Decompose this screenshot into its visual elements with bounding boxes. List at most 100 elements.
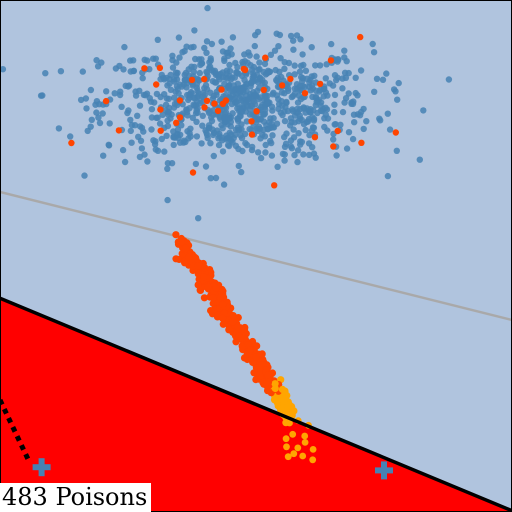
clean-point xyxy=(84,127,91,135)
clean-point xyxy=(219,48,227,55)
poison-point xyxy=(253,108,260,115)
clean-point xyxy=(191,27,198,34)
clean-point xyxy=(198,93,206,101)
clean-point xyxy=(297,62,305,69)
clean-point xyxy=(138,145,146,152)
clean-point xyxy=(234,80,241,88)
poison-point xyxy=(294,444,302,452)
clean-point xyxy=(262,149,269,156)
cross-bar-vertical xyxy=(381,461,387,480)
clean-point xyxy=(253,53,260,60)
clean-point xyxy=(306,151,313,159)
clean-point xyxy=(144,158,151,165)
clean-point xyxy=(100,152,107,159)
poison-point xyxy=(214,107,222,115)
poison-point xyxy=(68,139,75,147)
clean-point xyxy=(345,90,352,97)
clean-point xyxy=(243,92,250,100)
clean-point xyxy=(177,131,184,138)
clean-point xyxy=(99,110,106,117)
clean-point xyxy=(217,70,224,78)
clean-point xyxy=(215,141,223,149)
poison-point xyxy=(102,97,110,105)
clean-point xyxy=(339,108,347,116)
clean-point xyxy=(416,156,423,163)
poison-point xyxy=(264,371,272,379)
clean-point xyxy=(304,118,312,125)
clean-point xyxy=(207,55,214,62)
clean-point xyxy=(297,36,304,43)
clean-point xyxy=(131,122,139,129)
poison-points-layer xyxy=(172,231,317,464)
clean-point xyxy=(221,57,228,64)
clean-point xyxy=(163,132,170,139)
clean-point xyxy=(148,126,155,133)
clean-point xyxy=(188,63,195,70)
poison-point xyxy=(289,407,297,415)
cross-marker xyxy=(375,461,393,480)
poison-point xyxy=(392,129,399,136)
clean-point xyxy=(320,93,327,100)
poison-point xyxy=(271,380,279,388)
poison-point xyxy=(189,169,197,176)
clean-point xyxy=(230,86,238,93)
clean-point xyxy=(164,165,171,172)
clean-point xyxy=(207,175,214,182)
clean-point xyxy=(137,137,145,144)
clean-point xyxy=(225,142,233,150)
poison-point xyxy=(229,318,237,326)
clean-point xyxy=(239,103,246,110)
clean-point xyxy=(151,141,159,148)
clean-point xyxy=(136,123,144,130)
poisoned-decision-boundary xyxy=(0,296,512,512)
clean-point xyxy=(88,116,96,124)
clean-point xyxy=(283,98,290,106)
clean-point xyxy=(175,90,182,97)
clean-point xyxy=(312,62,319,69)
clean-point xyxy=(420,107,427,114)
clean-point xyxy=(183,79,191,87)
clean-point xyxy=(171,100,179,108)
clean-point xyxy=(154,114,161,121)
clean-point xyxy=(42,70,49,77)
clean-point xyxy=(240,84,247,91)
clean-point xyxy=(164,196,171,204)
clean-point xyxy=(332,121,339,128)
clean-point xyxy=(198,140,205,147)
clean-point xyxy=(290,126,297,133)
poison-point xyxy=(218,86,225,93)
clean-point xyxy=(288,145,296,152)
clean-point xyxy=(93,98,101,105)
poison-point xyxy=(194,262,202,270)
clean-point xyxy=(117,88,124,95)
clean-point xyxy=(103,88,110,95)
clean-point xyxy=(235,145,242,153)
clean-point xyxy=(394,96,401,103)
poison-point xyxy=(248,131,256,138)
poison-point xyxy=(290,450,298,458)
poison-point xyxy=(188,76,196,84)
clean-point xyxy=(289,92,297,100)
poison-point xyxy=(248,118,255,125)
clean-point xyxy=(309,85,316,92)
clean-point xyxy=(300,151,307,158)
clean-point xyxy=(192,160,200,168)
clean-point xyxy=(186,91,193,98)
clean-point xyxy=(127,68,134,75)
clean-point xyxy=(206,108,214,116)
poison-point xyxy=(204,283,212,291)
clean-point xyxy=(193,84,200,91)
clean-point xyxy=(281,65,288,73)
clean-point xyxy=(57,68,65,75)
clean-point xyxy=(210,152,217,160)
poison-point xyxy=(238,334,246,342)
poison-point xyxy=(253,342,261,350)
clean-point xyxy=(260,111,268,118)
clean-point xyxy=(259,131,266,138)
clean-point xyxy=(264,126,272,133)
clean-point xyxy=(308,44,315,51)
clean-point xyxy=(276,31,284,39)
clean-point xyxy=(289,107,297,115)
poison-point xyxy=(249,358,257,366)
clean-point xyxy=(341,47,348,54)
